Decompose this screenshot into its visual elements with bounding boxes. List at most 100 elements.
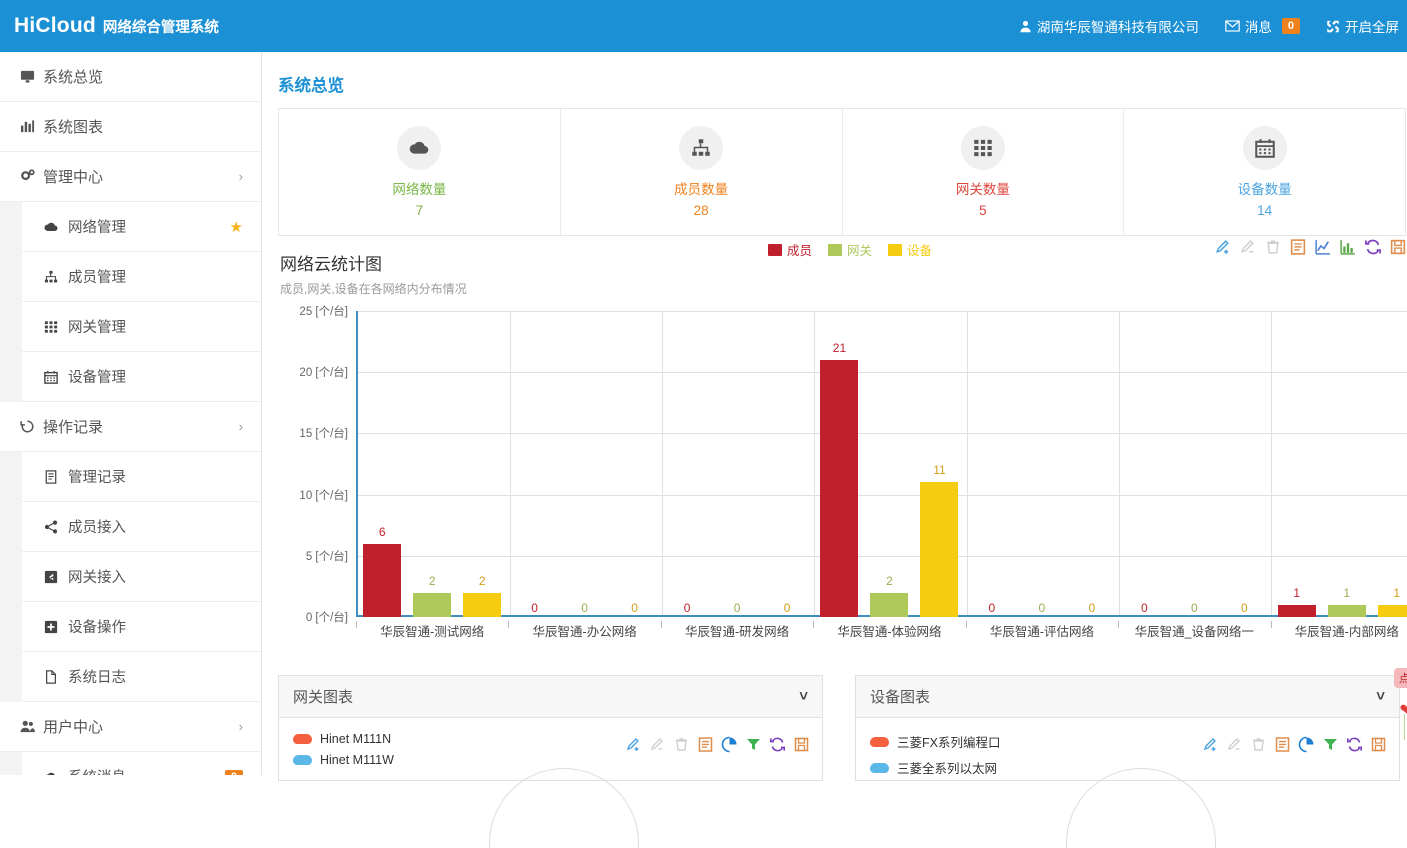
panel-header[interactable]: 设备图表 ˅ <box>856 676 1399 718</box>
chevron-down-icon[interactable]: ˅ <box>1376 688 1385 705</box>
sidebar-item-label: 系统图表 <box>43 119 104 136</box>
panel-legend: 三菱FX系列编程口 三菱全系列以太网 <box>870 732 1385 777</box>
sidebar-item-成员接入[interactable]: 成员接入 <box>22 502 261 552</box>
messages-button[interactable]: 消息 0 <box>1225 16 1300 36</box>
network-cloud-chart-card: 网络云统计图 成员,网关,设备在各网络内分布情况 成员 网关 设备 0 [个/台] 5… <box>278 236 1407 641</box>
bar-设备[interactable]: 1 <box>1377 586 1407 617</box>
bar-设备[interactable]: 11 <box>920 463 959 617</box>
edit-add-icon[interactable] <box>625 736 642 753</box>
stat-card-1[interactable]: 成员数量 28 <box>561 109 843 235</box>
pie-chart-icon[interactable] <box>1298 736 1315 753</box>
top-header: HiCloud 网络综合管理系统 湖南华辰智通科技有限公司 消息 0 开启全屏 <box>0 0 1407 52</box>
filter-icon[interactable] <box>1322 736 1339 753</box>
filter-icon[interactable] <box>745 736 762 753</box>
y-tick-label: 20 [个/台] <box>299 367 348 380</box>
x-axis-tick <box>508 621 510 628</box>
x-axis-label: 华辰智通-办公网络 <box>532 625 637 639</box>
header-actions: 湖南华辰智通科技有限公司 消息 0 开启全屏 <box>1019 16 1407 36</box>
bar-chart-icon[interactable] <box>1339 238 1357 256</box>
edit-add-icon[interactable] <box>1214 238 1232 256</box>
x-axis-label: 华辰智通-评估网络 <box>989 625 1094 639</box>
bar-value-label: 11 <box>933 463 946 478</box>
stat-card-3[interactable]: 设备数量 14 <box>1124 109 1405 235</box>
edit-minus-icon[interactable] <box>1239 238 1257 256</box>
sidebar-item-网关管理[interactable]: 网关管理 <box>22 302 261 352</box>
save-icon[interactable] <box>1389 238 1407 256</box>
pie-chart-icon[interactable] <box>721 736 738 753</box>
list-icon[interactable] <box>1289 238 1307 256</box>
panel-legend: Hinet M111N Hinet M111W <box>293 732 808 767</box>
chevron-right-icon: › <box>238 419 243 434</box>
stat-label: 网络数量 <box>392 182 447 197</box>
sidebar-item-系统总览[interactable]: 系统总览 <box>0 52 261 102</box>
grid-icon <box>960 126 1005 170</box>
refresh-icon[interactable] <box>769 736 786 753</box>
bar-成员[interactable]: 1 <box>1277 586 1316 617</box>
refresh-icon[interactable] <box>1346 736 1363 753</box>
gridline-horizontal <box>358 311 1407 312</box>
chart-category-group: 21 2 11 <box>813 311 965 617</box>
sidebar-subgroup: 设备操作 <box>0 602 261 652</box>
sidebar-item-系统图表[interactable]: 系统图表 <box>0 102 261 152</box>
save-icon[interactable] <box>793 736 810 753</box>
chevron-down-icon[interactable]: ˅ <box>799 688 808 705</box>
chart-toolbar <box>1214 238 1407 256</box>
stat-card-2[interactable]: 网关数量 5 <box>843 109 1125 235</box>
sidebar-item-管理中心[interactable]: 管理中心 › <box>0 152 261 202</box>
chart-subtitle: 成员,网关,设备在各网络内分布情况 <box>280 282 467 296</box>
delete-icon[interactable] <box>673 736 690 753</box>
sidebar-item-设备操作[interactable]: 设备操作 <box>22 602 261 652</box>
edit-add-icon[interactable] <box>1202 736 1219 753</box>
sidebar-item-操作记录[interactable]: 操作记录 › <box>0 402 261 452</box>
sidebar-item-成员管理[interactable]: 成员管理 <box>22 252 261 302</box>
sidebar-subgroup: 系统消息 0 <box>0 752 261 775</box>
sidebar-item-网关接入[interactable]: 网关接入 <box>22 552 261 602</box>
stat-card-0[interactable]: 网络数量 7 <box>279 109 561 235</box>
line-chart-icon[interactable] <box>1314 238 1332 256</box>
save-icon[interactable] <box>1370 736 1387 753</box>
cloud-icon <box>397 126 442 170</box>
delete-icon[interactable] <box>1250 736 1267 753</box>
refresh-icon[interactable] <box>1364 238 1382 256</box>
star-icon[interactable]: ★ <box>229 218 243 236</box>
x-axis-label: 华辰智通-测试网络 <box>380 625 485 639</box>
bar-网关[interactable]: 1 <box>1327 586 1366 617</box>
sidebar-item-label: 设备操作 <box>68 620 126 636</box>
sidebar-item-系统日志[interactable]: 系统日志 <box>22 652 261 702</box>
fullscreen-button[interactable]: 开启全屏 <box>1326 16 1399 36</box>
chart-title: 网络云统计图 <box>280 255 382 274</box>
panel-body: Hinet M111N Hinet M111W <box>279 718 822 848</box>
legend-swatch <box>768 243 782 256</box>
sidebar-item-系统消息[interactable]: 系统消息 0 <box>22 752 261 775</box>
bar-成员[interactable]: 6 <box>363 525 402 617</box>
y-tick-label: 10 [个/台] <box>299 489 348 502</box>
bar-设备[interactable]: 2 <box>463 574 502 617</box>
delete-icon[interactable] <box>1264 238 1282 256</box>
sidebar-item-label: 系统日志 <box>68 670 126 686</box>
bar-网关[interactable]: 2 <box>870 574 909 617</box>
sidebar-item-网络管理[interactable]: 网络管理 ★ <box>22 202 261 252</box>
bar-网关[interactable]: 2 <box>413 574 452 617</box>
panel-header[interactable]: 网关图表 ˅ <box>279 676 822 718</box>
sidebar-item-管理记录[interactable]: 管理记录 <box>22 452 261 502</box>
bar-value-label: 1 <box>1393 585 1401 600</box>
company-account[interactable]: 湖南华辰智通科技有限公司 <box>1019 16 1199 36</box>
bar-value-label: 0 <box>1038 601 1046 615</box>
list-icon[interactable] <box>697 736 714 753</box>
donut-chart-arc <box>1066 768 1216 848</box>
edit-minus-icon[interactable] <box>1226 736 1243 753</box>
list-icon[interactable] <box>1274 736 1291 753</box>
bar-成员[interactable]: 21 <box>820 341 859 617</box>
bar-value-label: 6 <box>378 524 386 539</box>
fullscreen-label: 开启全屏 <box>1345 20 1399 35</box>
chart-category-group: 0 0 0 <box>1118 311 1270 617</box>
stat-value: 28 <box>693 203 709 218</box>
sidebar-item-设备管理[interactable]: 设备管理 <box>22 352 261 402</box>
main-content: 系统总览 网络数量 7 成员数量 28 网关数量 5 设备数量 14 网络云统计图 成员,网关… <box>262 52 1407 775</box>
edit-minus-icon[interactable] <box>649 736 666 753</box>
sidebar-item-label: 系统总览 <box>43 69 104 86</box>
sidebar-item-label: 管理中心 <box>43 169 104 186</box>
brand-subtitle: 网络综合管理系统 <box>102 20 219 36</box>
sidebar-item-label: 网络管理 <box>68 220 126 236</box>
sidebar-item-用户中心[interactable]: 用户中心 › <box>0 702 261 752</box>
